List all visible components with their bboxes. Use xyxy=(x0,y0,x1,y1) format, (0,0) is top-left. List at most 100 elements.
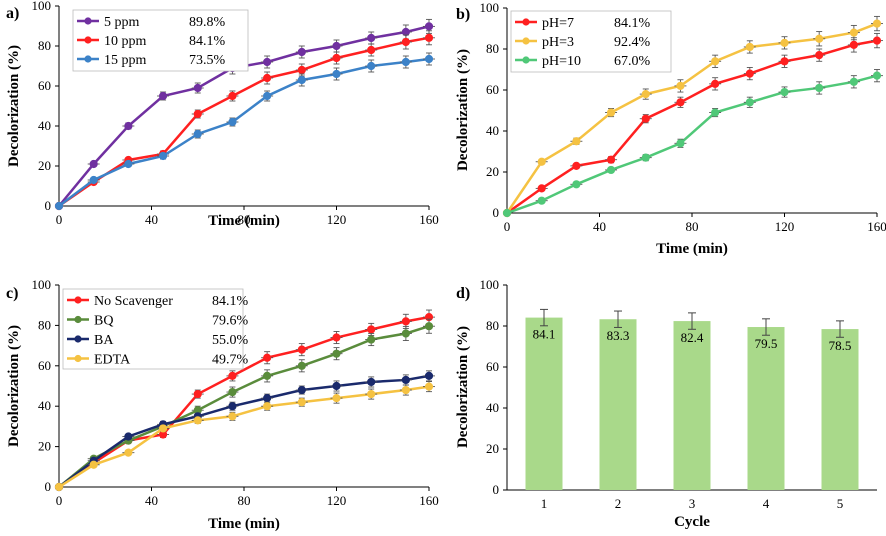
bar xyxy=(599,319,637,490)
legend-marker xyxy=(74,335,82,343)
y-tick-label: 60 xyxy=(486,82,499,97)
series-line xyxy=(58,57,430,208)
legend-name: BQ xyxy=(94,314,113,329)
data-point xyxy=(424,371,434,380)
y-tick-label: 100 xyxy=(32,277,52,292)
data-point xyxy=(676,81,685,91)
y-tick-label: 40 xyxy=(38,398,51,413)
bar-value-label: 78.5 xyxy=(829,338,852,353)
y-tick-label: 0 xyxy=(493,205,500,220)
data-point xyxy=(158,91,168,101)
y-tick-label: 100 xyxy=(480,277,500,292)
legend-box xyxy=(62,288,244,370)
legend-box xyxy=(72,9,249,72)
data-point xyxy=(676,98,685,107)
legend-name: pH=7 xyxy=(542,16,574,31)
x-tick-label: 4 xyxy=(763,496,770,511)
data-point xyxy=(872,71,882,80)
x-tick-label: 80 xyxy=(686,219,699,234)
y-tick-label: 100 xyxy=(480,0,500,15)
data-point xyxy=(297,65,306,75)
y-axis-label: Decolorization (%) xyxy=(455,326,471,448)
bar-value-label: 82.4 xyxy=(681,330,704,345)
x-tick-label: 3 xyxy=(689,496,696,511)
data-point xyxy=(124,159,133,169)
data-point xyxy=(332,333,341,342)
legend-value: 79.6% xyxy=(212,314,249,329)
data-point xyxy=(367,325,376,334)
data-point xyxy=(572,137,581,146)
x-tick-label: 40 xyxy=(145,212,158,227)
x-axis-label: Cycle xyxy=(674,514,710,530)
x-tick-label: 120 xyxy=(327,212,347,227)
data-point xyxy=(297,385,306,395)
data-point xyxy=(263,57,272,67)
data-point xyxy=(263,73,272,83)
data-point xyxy=(332,381,341,391)
y-tick-label: 0 xyxy=(45,198,52,213)
data-point xyxy=(367,389,376,399)
y-tick-label: 100 xyxy=(32,0,52,13)
data-point xyxy=(228,371,237,380)
series-ph-7 xyxy=(502,32,883,218)
legend-name: BA xyxy=(94,333,114,348)
data-point xyxy=(401,27,410,37)
legend: No Scavenger 84.1% BQ 79.6% BA 55.0% EDTA 49.7% xyxy=(62,288,249,370)
data-point xyxy=(711,79,720,88)
data-point xyxy=(332,69,341,79)
panel-label: a) xyxy=(6,5,19,22)
data-point xyxy=(124,448,133,457)
data-point xyxy=(641,90,650,99)
data-point xyxy=(297,361,306,370)
data-point xyxy=(297,47,306,57)
x-tick-label: 80 xyxy=(238,493,251,508)
x-tick-label: 120 xyxy=(327,493,347,508)
data-point xyxy=(89,175,98,185)
data-point xyxy=(367,61,376,71)
data-point xyxy=(572,180,581,189)
y-tick-label: 60 xyxy=(38,78,51,93)
data-point xyxy=(228,402,237,411)
x-tick-label: 1 xyxy=(541,496,548,511)
chart-panel-1: a) 0 20 40 60 80 100 Decolorization (%) Time (mi… xyxy=(6,0,439,229)
data-point xyxy=(424,322,434,331)
data-point xyxy=(424,33,434,42)
legend: pH=7 84.1% pH=3 92.4% pH=10 67.0% xyxy=(510,10,672,73)
data-point xyxy=(780,38,789,47)
data-point xyxy=(54,201,64,211)
y-tick-label: 0 xyxy=(45,479,52,494)
legend-value: 92.4% xyxy=(614,35,651,50)
data-point xyxy=(401,37,410,47)
bar xyxy=(673,321,711,490)
legend-marker xyxy=(74,354,82,363)
panel-label: d) xyxy=(456,285,470,302)
legend-name: pH=3 xyxy=(542,35,574,50)
data-point xyxy=(849,28,858,37)
data-point xyxy=(193,389,202,399)
x-tick-label: 80 xyxy=(238,212,251,227)
data-point xyxy=(401,375,410,385)
x-tick-label: 0 xyxy=(56,212,63,227)
data-point xyxy=(367,335,376,344)
y-tick-label: 80 xyxy=(38,38,51,53)
data-point xyxy=(263,371,272,380)
legend-marker xyxy=(84,55,92,63)
x-axis-label: Time (min) xyxy=(656,241,728,257)
x-tick-label: 160 xyxy=(419,212,439,227)
series-line xyxy=(58,25,430,207)
data-point xyxy=(815,51,824,60)
data-point xyxy=(502,208,512,218)
data-point xyxy=(332,394,341,403)
data-point xyxy=(401,57,410,67)
x-tick-label: 120 xyxy=(775,219,795,234)
legend-marker xyxy=(522,56,530,64)
data-point xyxy=(158,424,168,433)
data-point xyxy=(263,402,272,411)
series-line xyxy=(506,39,878,215)
series-bq xyxy=(54,318,435,492)
series-edta xyxy=(54,381,435,492)
data-point xyxy=(332,349,341,358)
series-ba xyxy=(54,370,435,492)
legend-name: EDTA xyxy=(94,353,131,368)
data-point xyxy=(572,161,581,170)
